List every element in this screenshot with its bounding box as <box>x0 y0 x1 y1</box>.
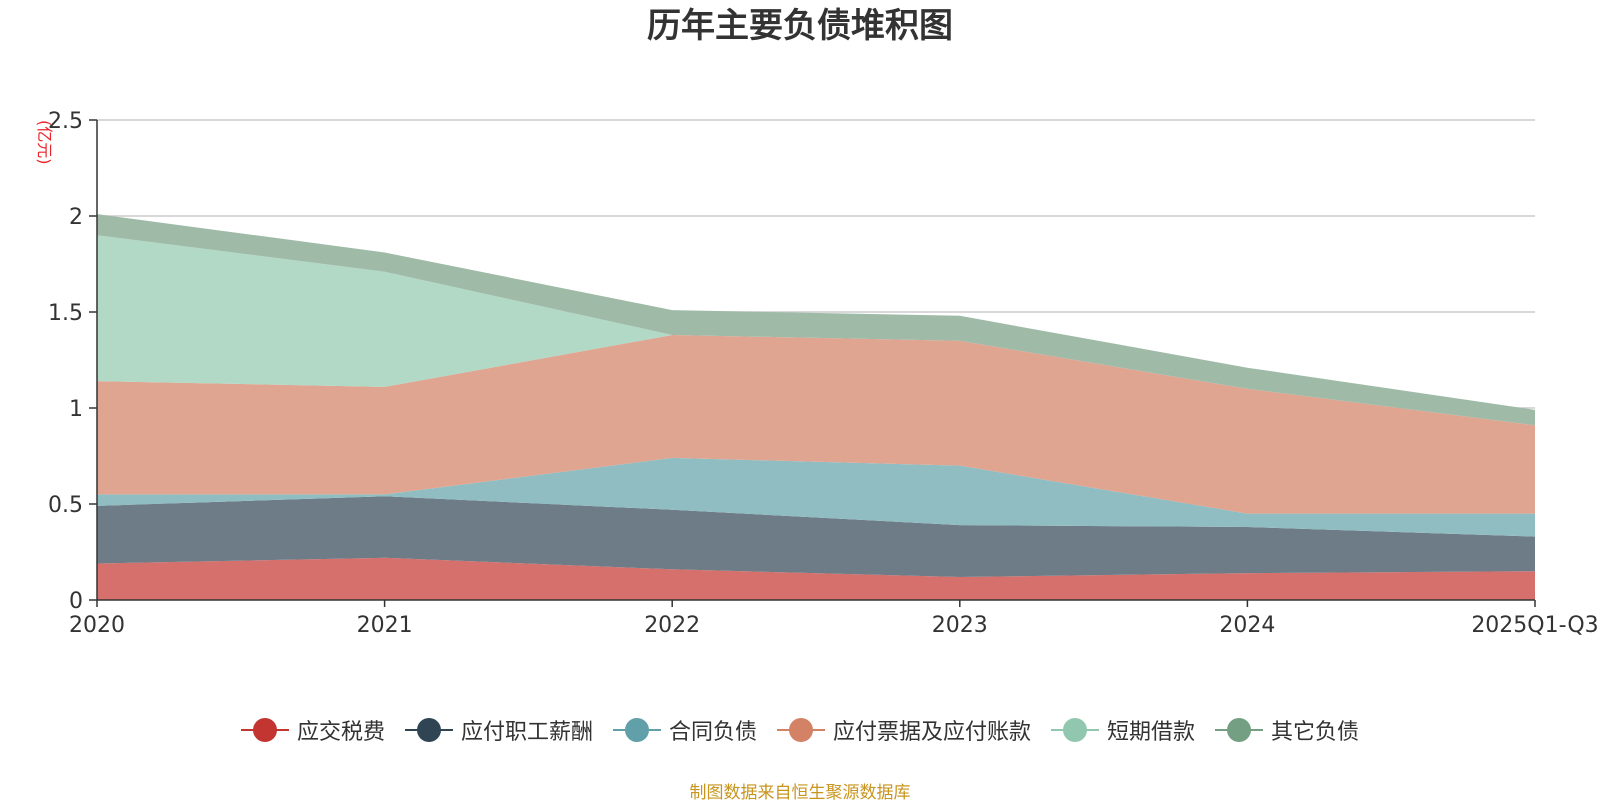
legend-item[interactable]: 应交税费 <box>240 714 385 746</box>
legend-swatch-icon <box>1215 718 1264 742</box>
legend-swatch-icon <box>240 718 289 742</box>
y-tick-label: 0 <box>69 589 83 614</box>
legend-item[interactable]: 合同负债 <box>612 714 757 746</box>
source-note: 制图数据来自恒生聚源数据库 <box>689 783 911 803</box>
x-tick-label: 2024 <box>1219 613 1275 638</box>
y-tick-label: 0.5 <box>48 493 83 518</box>
area-series-4 <box>97 235 1535 426</box>
legend-swatch-icon <box>612 718 661 742</box>
legend-swatch-icon <box>404 718 453 742</box>
legend-swatch-icon <box>777 718 825 742</box>
area-series-2 <box>97 457 1535 537</box>
y-tick-label: 1.5 <box>48 301 83 326</box>
y-tick-label: 2.5 <box>48 109 83 134</box>
legend-label: 其它负债 <box>1271 720 1360 745</box>
legend-label: 应交税费 <box>296 720 385 745</box>
legend-label: 应付票据及应付账款 <box>833 720 1032 745</box>
y-tick-label: 2 <box>69 205 83 230</box>
legend-label: 应付职工薪酬 <box>460 720 593 745</box>
area-series-1 <box>97 496 1535 577</box>
tick-labels: 0 0.5 1 1.5 2 2.5 2020 2021 2022 2023 2024 2025Q1-Q… <box>48 109 1599 638</box>
area-series-3 <box>97 335 1535 514</box>
y-tick-label: 1 <box>69 397 83 422</box>
area-series <box>97 214 1535 600</box>
legend: 应交税费 应付职工薪酬 合同负债 应付票据及应付账款 短期借款 其它负债 <box>0 714 1600 746</box>
legend-item[interactable]: 应付票据及应付账款 <box>777 714 1031 746</box>
legend-item[interactable]: 其它负债 <box>1215 714 1359 746</box>
stacked-area-chart: 0 0.5 1 1.5 2 2.5 2020 2021 2022 2023 2024 2025Q1-Q… <box>48 109 1599 638</box>
legend-label: 短期借款 <box>1107 720 1196 745</box>
axes <box>89 119 1536 607</box>
legend-item[interactable]: 短期借款 <box>1051 714 1195 746</box>
area-series-0 <box>97 557 1535 600</box>
x-tick-label: 2020 <box>69 613 125 638</box>
chart-title: 历年主要负债堆积图 <box>647 6 953 46</box>
x-tick-label: 2023 <box>932 613 988 638</box>
x-tick-label: 2022 <box>644 613 700 638</box>
legend-swatch-icon <box>1051 718 1100 742</box>
x-tick-label: 2025Q1-Q3 <box>1471 613 1598 638</box>
legend-label: 合同负债 <box>668 720 757 745</box>
x-tick-label: 2021 <box>357 613 413 638</box>
legend-item[interactable]: 应付职工薪酬 <box>404 714 593 746</box>
area-series-5 <box>97 214 1535 426</box>
